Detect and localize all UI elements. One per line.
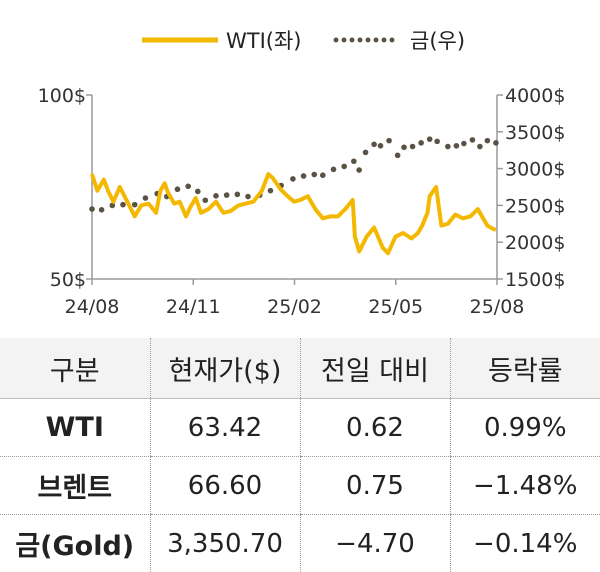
x-tick-label: 24/08 bbox=[65, 296, 120, 318]
wti-line bbox=[92, 174, 496, 253]
gold-point bbox=[213, 193, 219, 199]
gold-point bbox=[99, 207, 105, 213]
row-rate: 0.99% bbox=[450, 399, 600, 457]
x-tick-label: 25/02 bbox=[267, 296, 322, 318]
gold-point bbox=[268, 188, 274, 194]
gold-point bbox=[363, 150, 369, 156]
row-price: 3,350.70 bbox=[150, 515, 300, 572]
table-row: 브렌트 66.60 0.75 −1.48% bbox=[0, 457, 600, 515]
x-tick-label: 25/08 bbox=[470, 296, 525, 318]
chart-legend: WTI(좌) 금(우) bbox=[142, 29, 465, 53]
gold-point bbox=[195, 189, 201, 195]
gold-point bbox=[493, 140, 499, 146]
gold-point bbox=[477, 144, 483, 150]
gold-point bbox=[418, 140, 424, 146]
gold-point bbox=[351, 158, 357, 164]
gold-point bbox=[301, 173, 307, 179]
header-change: 전일 대비 bbox=[300, 338, 450, 399]
row-name: 금(Gold) bbox=[0, 515, 150, 572]
gold-point bbox=[202, 197, 208, 203]
table-header-row: 구분 현재가($) 전일 대비 등락률 bbox=[0, 338, 600, 399]
gold-point bbox=[224, 192, 230, 198]
gold-point bbox=[454, 143, 460, 149]
y-left-tick-label: 50$ bbox=[50, 269, 86, 291]
table-row: 금(Gold) 3,350.70 −4.70 −0.14% bbox=[0, 515, 600, 572]
gold-point bbox=[485, 138, 491, 144]
gold-point bbox=[120, 202, 126, 208]
header-current-price: 현재가($) bbox=[150, 338, 300, 399]
legend-gold-label: 금(우) bbox=[410, 29, 465, 53]
row-price: 66.60 bbox=[150, 457, 300, 515]
gold-point bbox=[143, 195, 149, 201]
y-right-tick-label: 2000$ bbox=[505, 232, 565, 254]
row-name: 브렌트 bbox=[0, 457, 150, 515]
y-left-tick-label: 100$ bbox=[38, 85, 86, 107]
gold-point bbox=[470, 137, 476, 143]
gold-point bbox=[427, 136, 433, 142]
gold-point bbox=[235, 192, 241, 198]
y-right-tick-label: 3500$ bbox=[505, 122, 565, 144]
gold-point bbox=[320, 172, 326, 178]
gold-point bbox=[311, 172, 317, 178]
gold-point bbox=[175, 186, 181, 192]
gold-point bbox=[290, 176, 296, 182]
gold-point bbox=[341, 164, 347, 170]
y-right-tick-label: 1500$ bbox=[505, 269, 565, 291]
header-change-rate: 등락률 bbox=[450, 338, 600, 399]
gold-point bbox=[410, 144, 416, 150]
x-tick-label: 24/11 bbox=[166, 296, 221, 318]
gold-point bbox=[185, 183, 191, 189]
gold-point bbox=[356, 167, 362, 173]
header-category: 구분 bbox=[0, 338, 150, 399]
gold-point bbox=[245, 194, 251, 200]
y-right-tick-label: 3000$ bbox=[505, 159, 565, 181]
y-right-tick-label: 2500$ bbox=[505, 195, 565, 217]
gold-point bbox=[401, 144, 407, 150]
row-price: 63.42 bbox=[150, 399, 300, 457]
row-rate: −1.48% bbox=[450, 457, 600, 515]
price-table: 구분 현재가($) 전일 대비 등락률 WTI 63.42 0.62 0.99%… bbox=[0, 338, 600, 572]
price-line-chart: WTI(좌) 금(우) 100$ 50$ 4000$ 3500$ 3000$ 2500$ 2… bbox=[0, 0, 600, 330]
x-tick-label: 25/05 bbox=[368, 296, 423, 318]
gold-point bbox=[445, 144, 451, 150]
gold-point bbox=[386, 138, 392, 144]
table-row: WTI 63.42 0.62 0.99% bbox=[0, 399, 600, 457]
row-rate: −0.14% bbox=[450, 515, 600, 572]
gold-point bbox=[378, 143, 384, 149]
gold-point bbox=[395, 153, 401, 159]
row-change: 0.75 bbox=[300, 457, 450, 515]
y-right-tick-label: 4000$ bbox=[505, 85, 565, 107]
gold-point bbox=[434, 139, 440, 145]
row-name: WTI bbox=[0, 399, 150, 457]
gold-point bbox=[132, 202, 138, 208]
row-change: −4.70 bbox=[300, 515, 450, 572]
gold-point bbox=[461, 141, 467, 147]
gold-point bbox=[371, 142, 377, 148]
series-wti bbox=[92, 174, 496, 253]
row-change: 0.62 bbox=[300, 399, 450, 457]
gold-point bbox=[89, 206, 95, 212]
legend-wti-label: WTI(좌) bbox=[226, 29, 302, 53]
gold-point bbox=[331, 167, 337, 173]
